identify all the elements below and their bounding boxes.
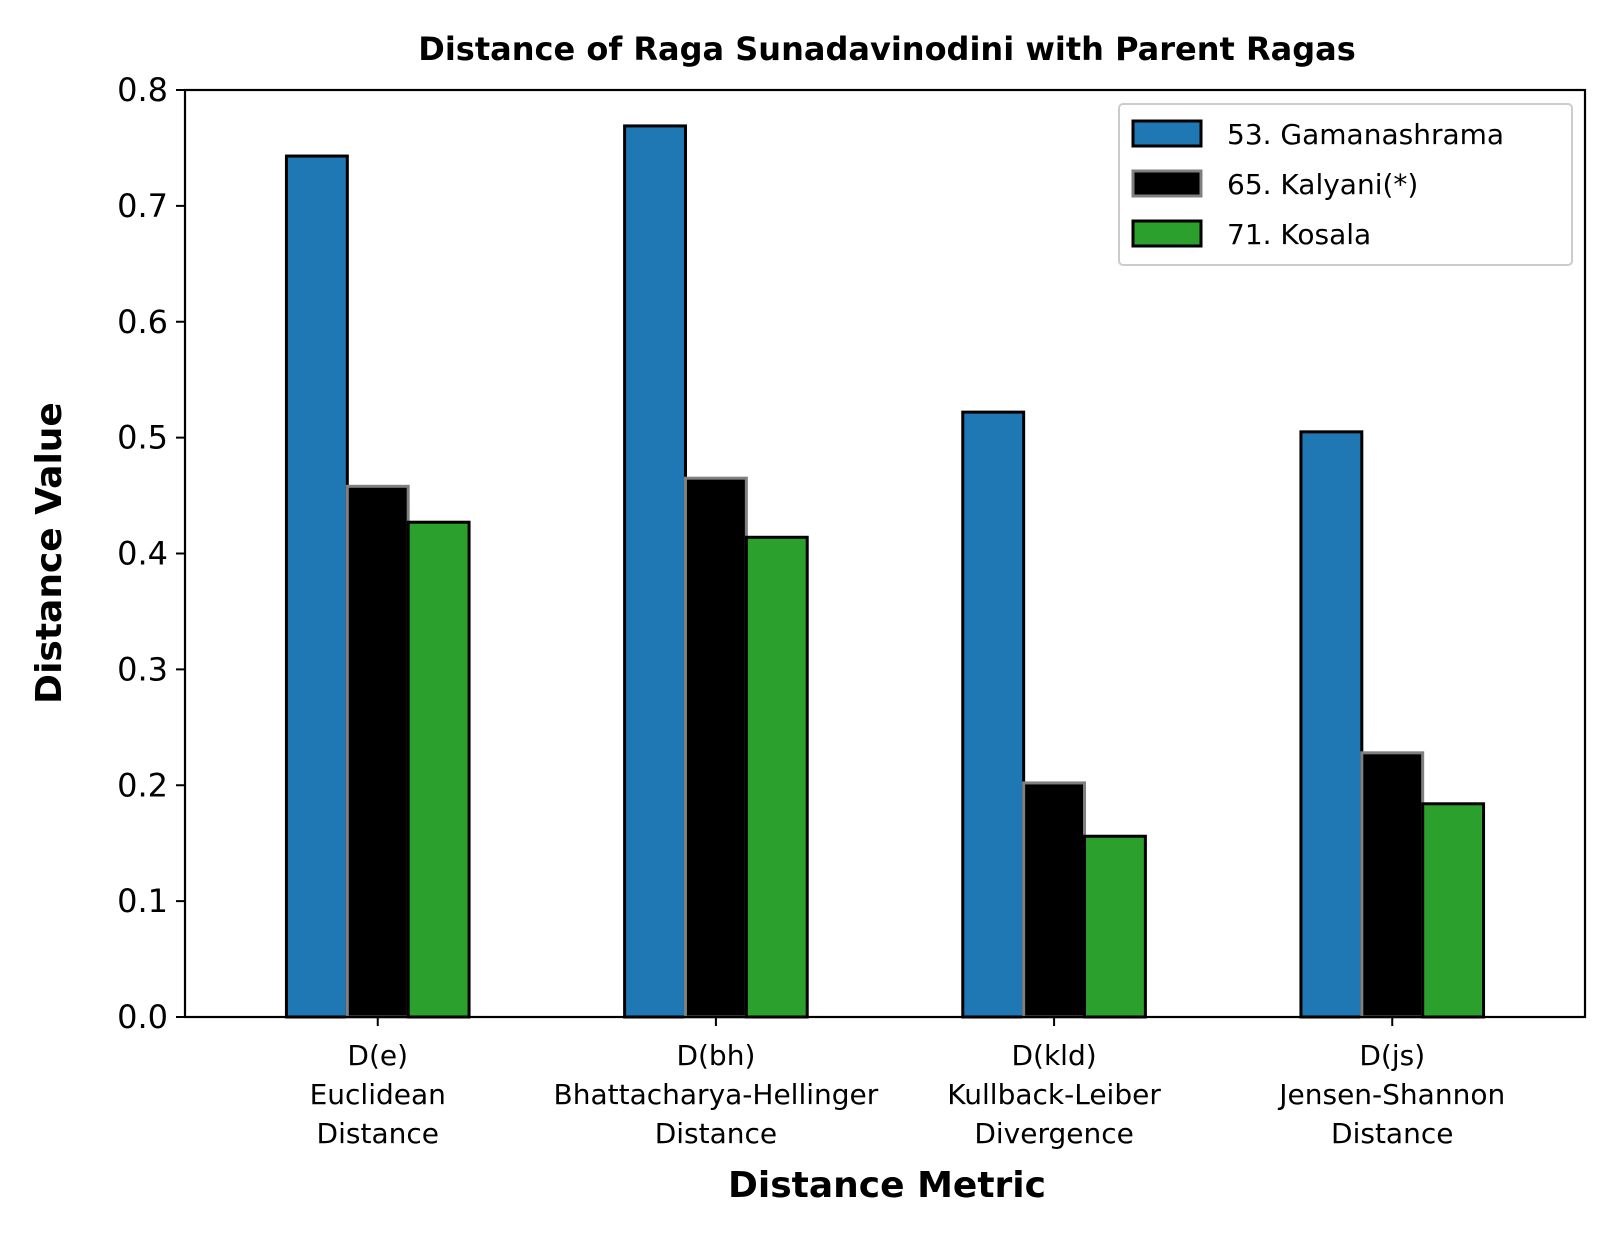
x-tick-label: D(e) Euclidean Distance: [310, 1039, 446, 1150]
bar-3-1: [406, 520, 471, 1019]
chart-title: Distance of Raga Sunadavinodini with Par…: [418, 30, 1355, 68]
legend-label-3: 71. Kosala: [1227, 218, 1371, 251]
legend-label-1: 53. Gamanashrama: [1227, 118, 1504, 151]
y-tick-label: 0.2: [117, 766, 168, 804]
legend-swatch-1: [1131, 119, 1203, 148]
legend-box: [1118, 103, 1573, 266]
y-tick-label: 0.0: [117, 998, 168, 1036]
y-tick-label: 0.8: [117, 71, 168, 109]
legend-swatch-2: [1131, 169, 1203, 198]
y-axis-label: Distance Value: [29, 402, 70, 704]
x-tick-label: D(bh) Bhattacharya-Hellinger Distance: [554, 1039, 879, 1150]
legend: 53. Gamanashrama 65. Kalyani(*) 71. Kosala: [1118, 103, 1573, 266]
y-tick-label: 0.4: [117, 535, 168, 573]
y-tick-label: 0.7: [117, 187, 168, 225]
x-axis-label: Distance Metric: [728, 1165, 1046, 1206]
bar-1-3: [961, 410, 1026, 1019]
bar-3-3: [1083, 834, 1147, 1019]
bar-1-1: [284, 154, 349, 1019]
y-tick-label: 0.6: [117, 303, 168, 341]
bar-2-1: [345, 484, 410, 1019]
x-tick-label: D(js) Jensen-Shannon Distance: [1277, 1039, 1505, 1150]
y-tick-label: 0.3: [117, 650, 168, 688]
bar-2-2: [683, 476, 748, 1019]
bar-2-3: [1022, 781, 1087, 1019]
legend-label-2: 65. Kalyani(*): [1227, 168, 1418, 201]
y-tick-label: 0.1: [117, 882, 168, 920]
bar-2-4: [1360, 751, 1425, 1019]
bar-1-2: [623, 124, 687, 1019]
plot-area: [284, 124, 1486, 1019]
axes: 0.0 0.1 0.2 0.3 0.4 0.5 0.6 0.7 0.8 D(e) Euclidean…: [117, 71, 1587, 1150]
x-tick-label: D(kld) Kullback-Leiber Divergence: [947, 1039, 1161, 1150]
bar-3-2: [744, 535, 809, 1019]
y-tick-label: 0.5: [117, 419, 168, 457]
bar-1-4: [1299, 430, 1364, 1019]
bar-3-4: [1421, 802, 1486, 1019]
legend-swatch-3: [1131, 219, 1203, 248]
